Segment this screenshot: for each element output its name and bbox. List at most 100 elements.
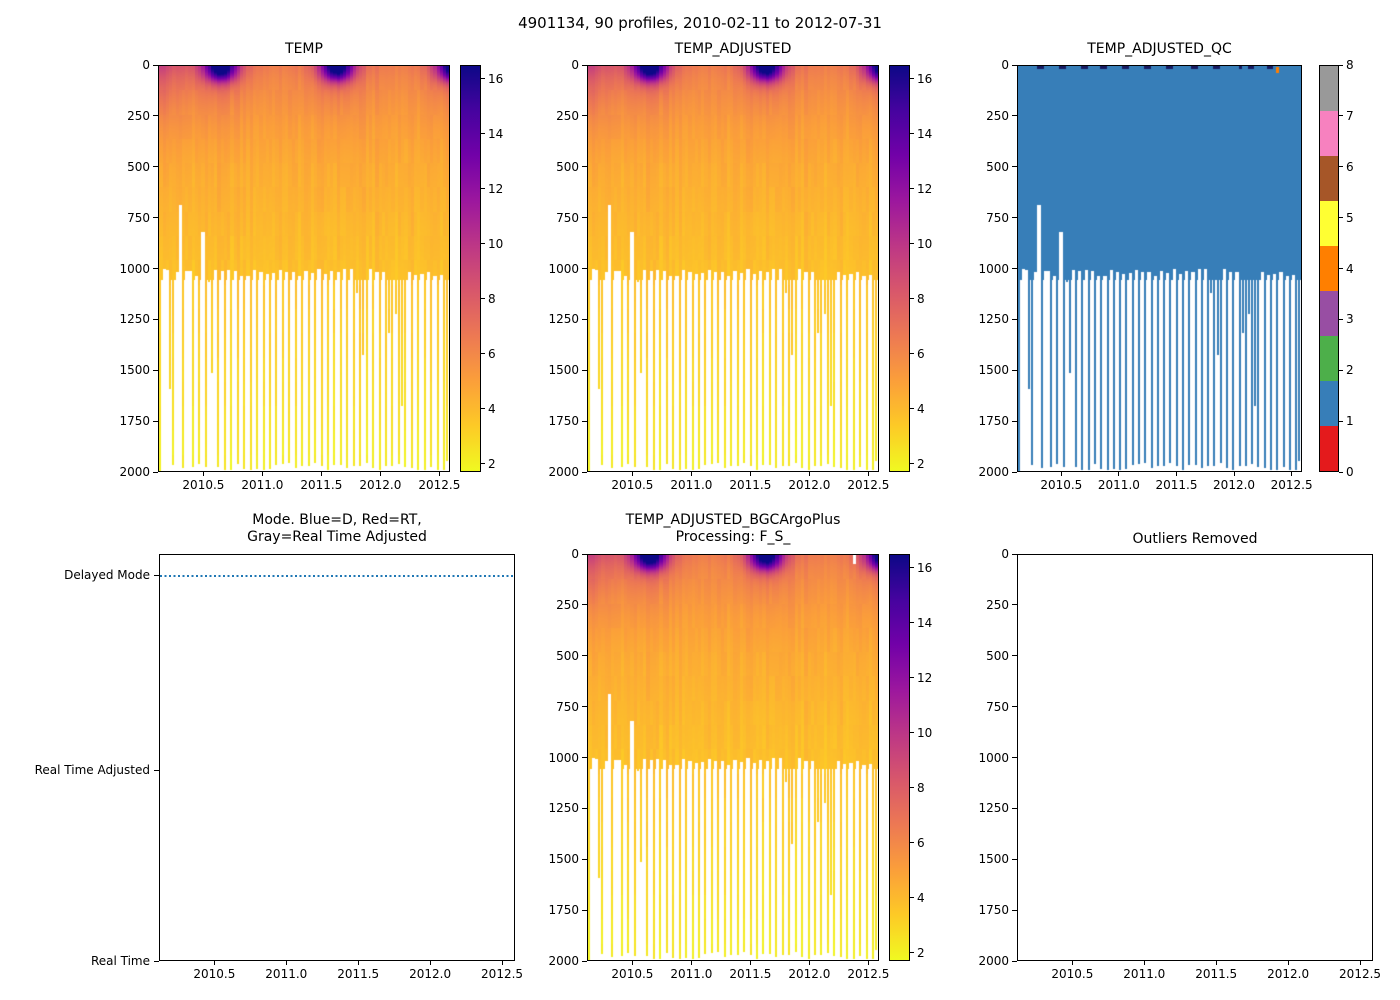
colorbar-tick-mark [481, 243, 485, 245]
y-tick-mark [1012, 471, 1017, 473]
colorbar-tick-mark [910, 463, 914, 465]
y-tick-label: 750 [986, 210, 1009, 225]
y-tick-label: 1250 [548, 312, 579, 327]
qc-colorbar-tick-label: 3 [1346, 312, 1354, 327]
qc-flag-6-segment [1320, 156, 1338, 202]
y-tick-mark [1012, 757, 1017, 758]
y-tick-label: 1000 [978, 261, 1009, 276]
y-tick-label: 0 [1001, 58, 1009, 72]
x-tick-mark [1287, 961, 1289, 965]
temp-adjusted-qc-axes [1017, 65, 1302, 472]
x-tick-mark [1233, 472, 1235, 476]
qc-flag-2-segment [1320, 336, 1338, 381]
x-tick-mark [631, 472, 633, 476]
y-tick-mark [153, 64, 158, 66]
colorbar-tick-mark [910, 677, 914, 679]
bgc-colorbar [889, 554, 910, 961]
y-tick-mark [582, 115, 587, 117]
colorbar-tick-label: 10 [917, 725, 933, 740]
y-tick-label: 750 [127, 210, 150, 225]
y-tick-label: 1500 [548, 363, 579, 378]
x-tick-mark [749, 961, 751, 965]
qc-flag-5-segment [1320, 201, 1338, 246]
temp-colorbar [460, 65, 481, 472]
colorbar-tick-mark [910, 897, 914, 899]
x-tick-label: 2010.5 [1040, 478, 1083, 492]
x-tick-mark [379, 472, 381, 476]
temp-heatmap [159, 66, 449, 471]
qc-colorbar-tick-mark [1339, 217, 1343, 219]
y-tick-label: 750 [986, 699, 1009, 714]
y-tick-mark [153, 420, 158, 422]
x-tick-label: 2012.5 [847, 478, 890, 492]
x-tick-label: 2012.5 [481, 967, 524, 981]
y-tick-mark [154, 960, 159, 962]
qc-flag-7-segment [1320, 111, 1338, 156]
x-tick-label: 2011.0 [265, 967, 308, 981]
colorbar-tick-label: 4 [488, 401, 496, 416]
outliers-panel-title: Outliers Removed [1132, 531, 1258, 547]
qc-colorbar-tick-label: 4 [1346, 261, 1354, 276]
qc-colorbar-tick-label: 6 [1346, 159, 1354, 174]
x-tick-mark [320, 472, 322, 476]
y-tick-mark [1012, 268, 1017, 269]
y-tick-label: 1500 [119, 363, 150, 378]
colorbar-tick-label: 12 [917, 670, 933, 685]
x-tick-label: 2011.5 [729, 967, 772, 981]
temp-adjusted-qc-heatmap [1018, 66, 1301, 471]
colorbar-tick-mark [910, 298, 914, 300]
bgc-heatmap [588, 555, 878, 960]
x-tick-label: 2012.5 [847, 967, 890, 981]
x-tick-mark [631, 961, 633, 965]
y-tick-label: 500 [986, 159, 1009, 174]
y-tick-mark [582, 604, 587, 606]
qc-colorbar-tick-label: 8 [1346, 58, 1354, 72]
x-tick-label: 2011.5 [300, 478, 343, 492]
colorbar-tick-label: 16 [917, 560, 933, 575]
temp-adjusted-panel-title: TEMP_ADJUSTED [674, 41, 792, 57]
qc-colorbar-tick-mark [1339, 369, 1343, 371]
y-tick-label: 500 [556, 159, 579, 174]
y-tick-mark [582, 655, 587, 657]
y-tick-label: 750 [556, 699, 579, 714]
y-tick-label: 0 [142, 58, 150, 72]
y-tick-mark [1012, 553, 1017, 555]
y-tick-label: 1250 [548, 801, 579, 816]
colorbar-tick-mark [910, 243, 914, 245]
x-tick-label: 2012.0 [1267, 967, 1310, 981]
y-tick-label: 1500 [978, 363, 1009, 378]
x-tick-label: 2011.5 [1195, 967, 1238, 981]
y-tick-mark [1012, 369, 1017, 371]
y-tick-label: 1000 [548, 750, 579, 765]
x-tick-label: 2011.0 [1097, 478, 1140, 492]
y-tick-mark [153, 369, 158, 371]
y-tick-mark [153, 166, 158, 168]
y-tick-label: 1500 [978, 852, 1009, 867]
qc-colorbar-tick-mark [1339, 268, 1343, 269]
x-tick-label: 2010.5 [611, 478, 654, 492]
x-tick-label: 2010.5 [182, 478, 225, 492]
x-tick-label: 2011.0 [241, 478, 284, 492]
x-tick-mark [357, 961, 359, 965]
y-tick-mark [154, 769, 159, 771]
x-tick-label: 2010.5 [1051, 967, 1094, 981]
y-tick-label: 250 [556, 108, 579, 123]
x-tick-label: 2012.0 [409, 967, 452, 981]
y-tick-label: 0 [571, 58, 579, 72]
colorbar-tick-label: 14 [488, 126, 504, 141]
temp-adjusted-heatmap [588, 66, 878, 471]
colorbar-tick-label: 2 [917, 456, 925, 471]
x-tick-mark [1071, 961, 1073, 965]
x-tick-label: 2011.5 [729, 478, 772, 492]
colorbar-tick-label: 8 [917, 780, 925, 795]
colorbar-tick-label: 6 [488, 346, 496, 361]
y-tick-mark [1012, 909, 1017, 911]
y-tick-mark [582, 807, 587, 809]
qc-flag-4-segment [1320, 246, 1338, 291]
x-tick-label: 2011.0 [670, 478, 713, 492]
y-tick-mark [582, 166, 587, 168]
colorbar-tick-mark [910, 787, 914, 789]
y-tick-label: 500 [556, 648, 579, 663]
x-tick-mark [202, 472, 204, 476]
